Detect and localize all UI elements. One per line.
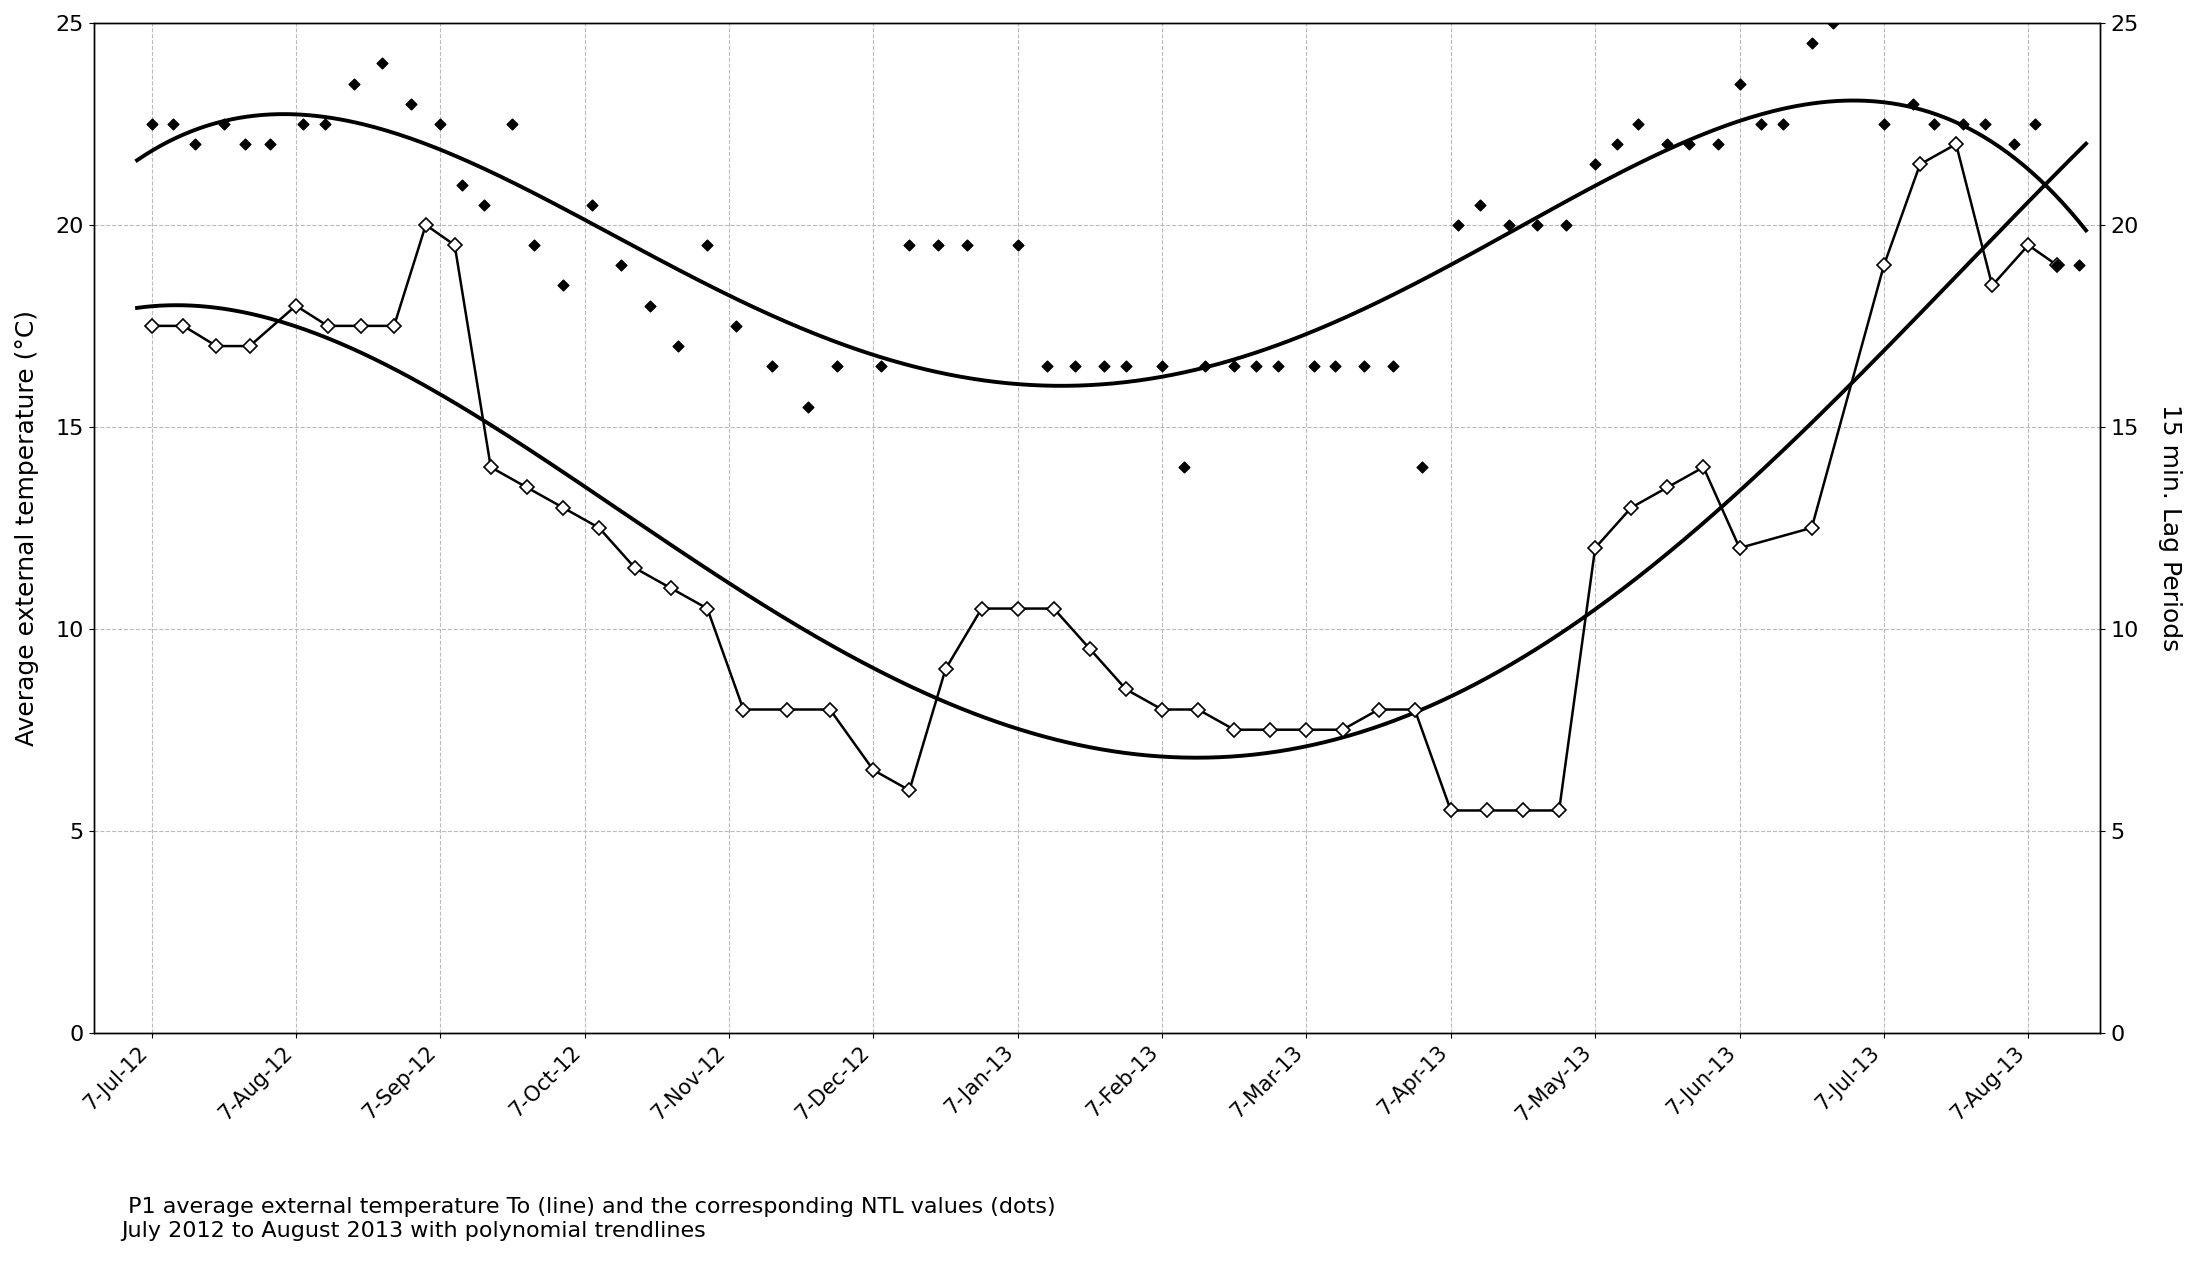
Point [921, 234, 956, 255]
Point [1145, 356, 1180, 376]
Point [1347, 356, 1382, 376]
Point [1000, 234, 1035, 255]
Point [1059, 356, 1094, 376]
Text: P1 average external temperature To (line) and the corresponding NTL values (dots: P1 average external temperature To (line… [121, 1197, 1055, 1240]
Point [336, 73, 371, 94]
Point [819, 356, 855, 376]
Point [1966, 114, 2001, 134]
Point [949, 234, 984, 255]
Point [633, 295, 668, 315]
Point [791, 397, 826, 417]
Point [1700, 134, 1736, 155]
Point [2039, 255, 2074, 275]
Point [1217, 356, 1252, 376]
Point [545, 275, 580, 295]
Point [1167, 457, 1202, 478]
Point [1318, 356, 1353, 376]
Point [1492, 215, 1527, 236]
Point [604, 255, 639, 275]
Point [1947, 114, 1982, 134]
Point [466, 195, 501, 215]
Point [1577, 155, 1613, 175]
Point [1722, 73, 1758, 94]
Point [365, 53, 400, 73]
Point [1599, 134, 1635, 155]
Point [134, 114, 169, 134]
Point [207, 114, 242, 134]
Point [393, 94, 428, 114]
Point [444, 175, 479, 195]
Point [2061, 255, 2096, 275]
Point [308, 114, 343, 134]
Point [1109, 356, 1145, 376]
Point [1997, 134, 2032, 155]
Point [892, 234, 927, 255]
Point [1239, 356, 1274, 376]
Point [1028, 356, 1063, 376]
Point [1916, 114, 1951, 134]
Point [286, 114, 321, 134]
Point [690, 234, 725, 255]
Point [1261, 356, 1296, 376]
Point [1650, 134, 1685, 155]
Point [494, 114, 529, 134]
Point [1520, 215, 1555, 236]
Point [228, 134, 264, 155]
Point [1463, 195, 1498, 215]
Y-axis label: Average external temperature (°C): Average external temperature (°C) [15, 310, 40, 746]
Point [1865, 114, 1900, 134]
Point [1795, 33, 1830, 53]
Point [178, 134, 213, 155]
Point [516, 234, 551, 255]
Point [422, 114, 457, 134]
Point [1375, 356, 1410, 376]
Point [1549, 215, 1584, 236]
Point [863, 356, 899, 376]
Point [573, 195, 609, 215]
Point [1296, 356, 1331, 376]
Y-axis label: 15 min. Lag Periods: 15 min. Lag Periods [2157, 404, 2182, 651]
Point [1896, 94, 1931, 114]
Point [1764, 114, 1799, 134]
Point [156, 114, 191, 134]
Point [1088, 356, 1123, 376]
Point [2017, 114, 2052, 134]
Point [1441, 215, 1476, 236]
Point [756, 356, 791, 376]
Point [1744, 114, 1780, 134]
Point [253, 134, 288, 155]
Point [1621, 114, 1657, 134]
Point [1815, 13, 1850, 33]
Point [1672, 134, 1707, 155]
Point [661, 336, 696, 356]
Point [1404, 457, 1439, 478]
Point [718, 315, 754, 336]
Point [1189, 356, 1224, 376]
